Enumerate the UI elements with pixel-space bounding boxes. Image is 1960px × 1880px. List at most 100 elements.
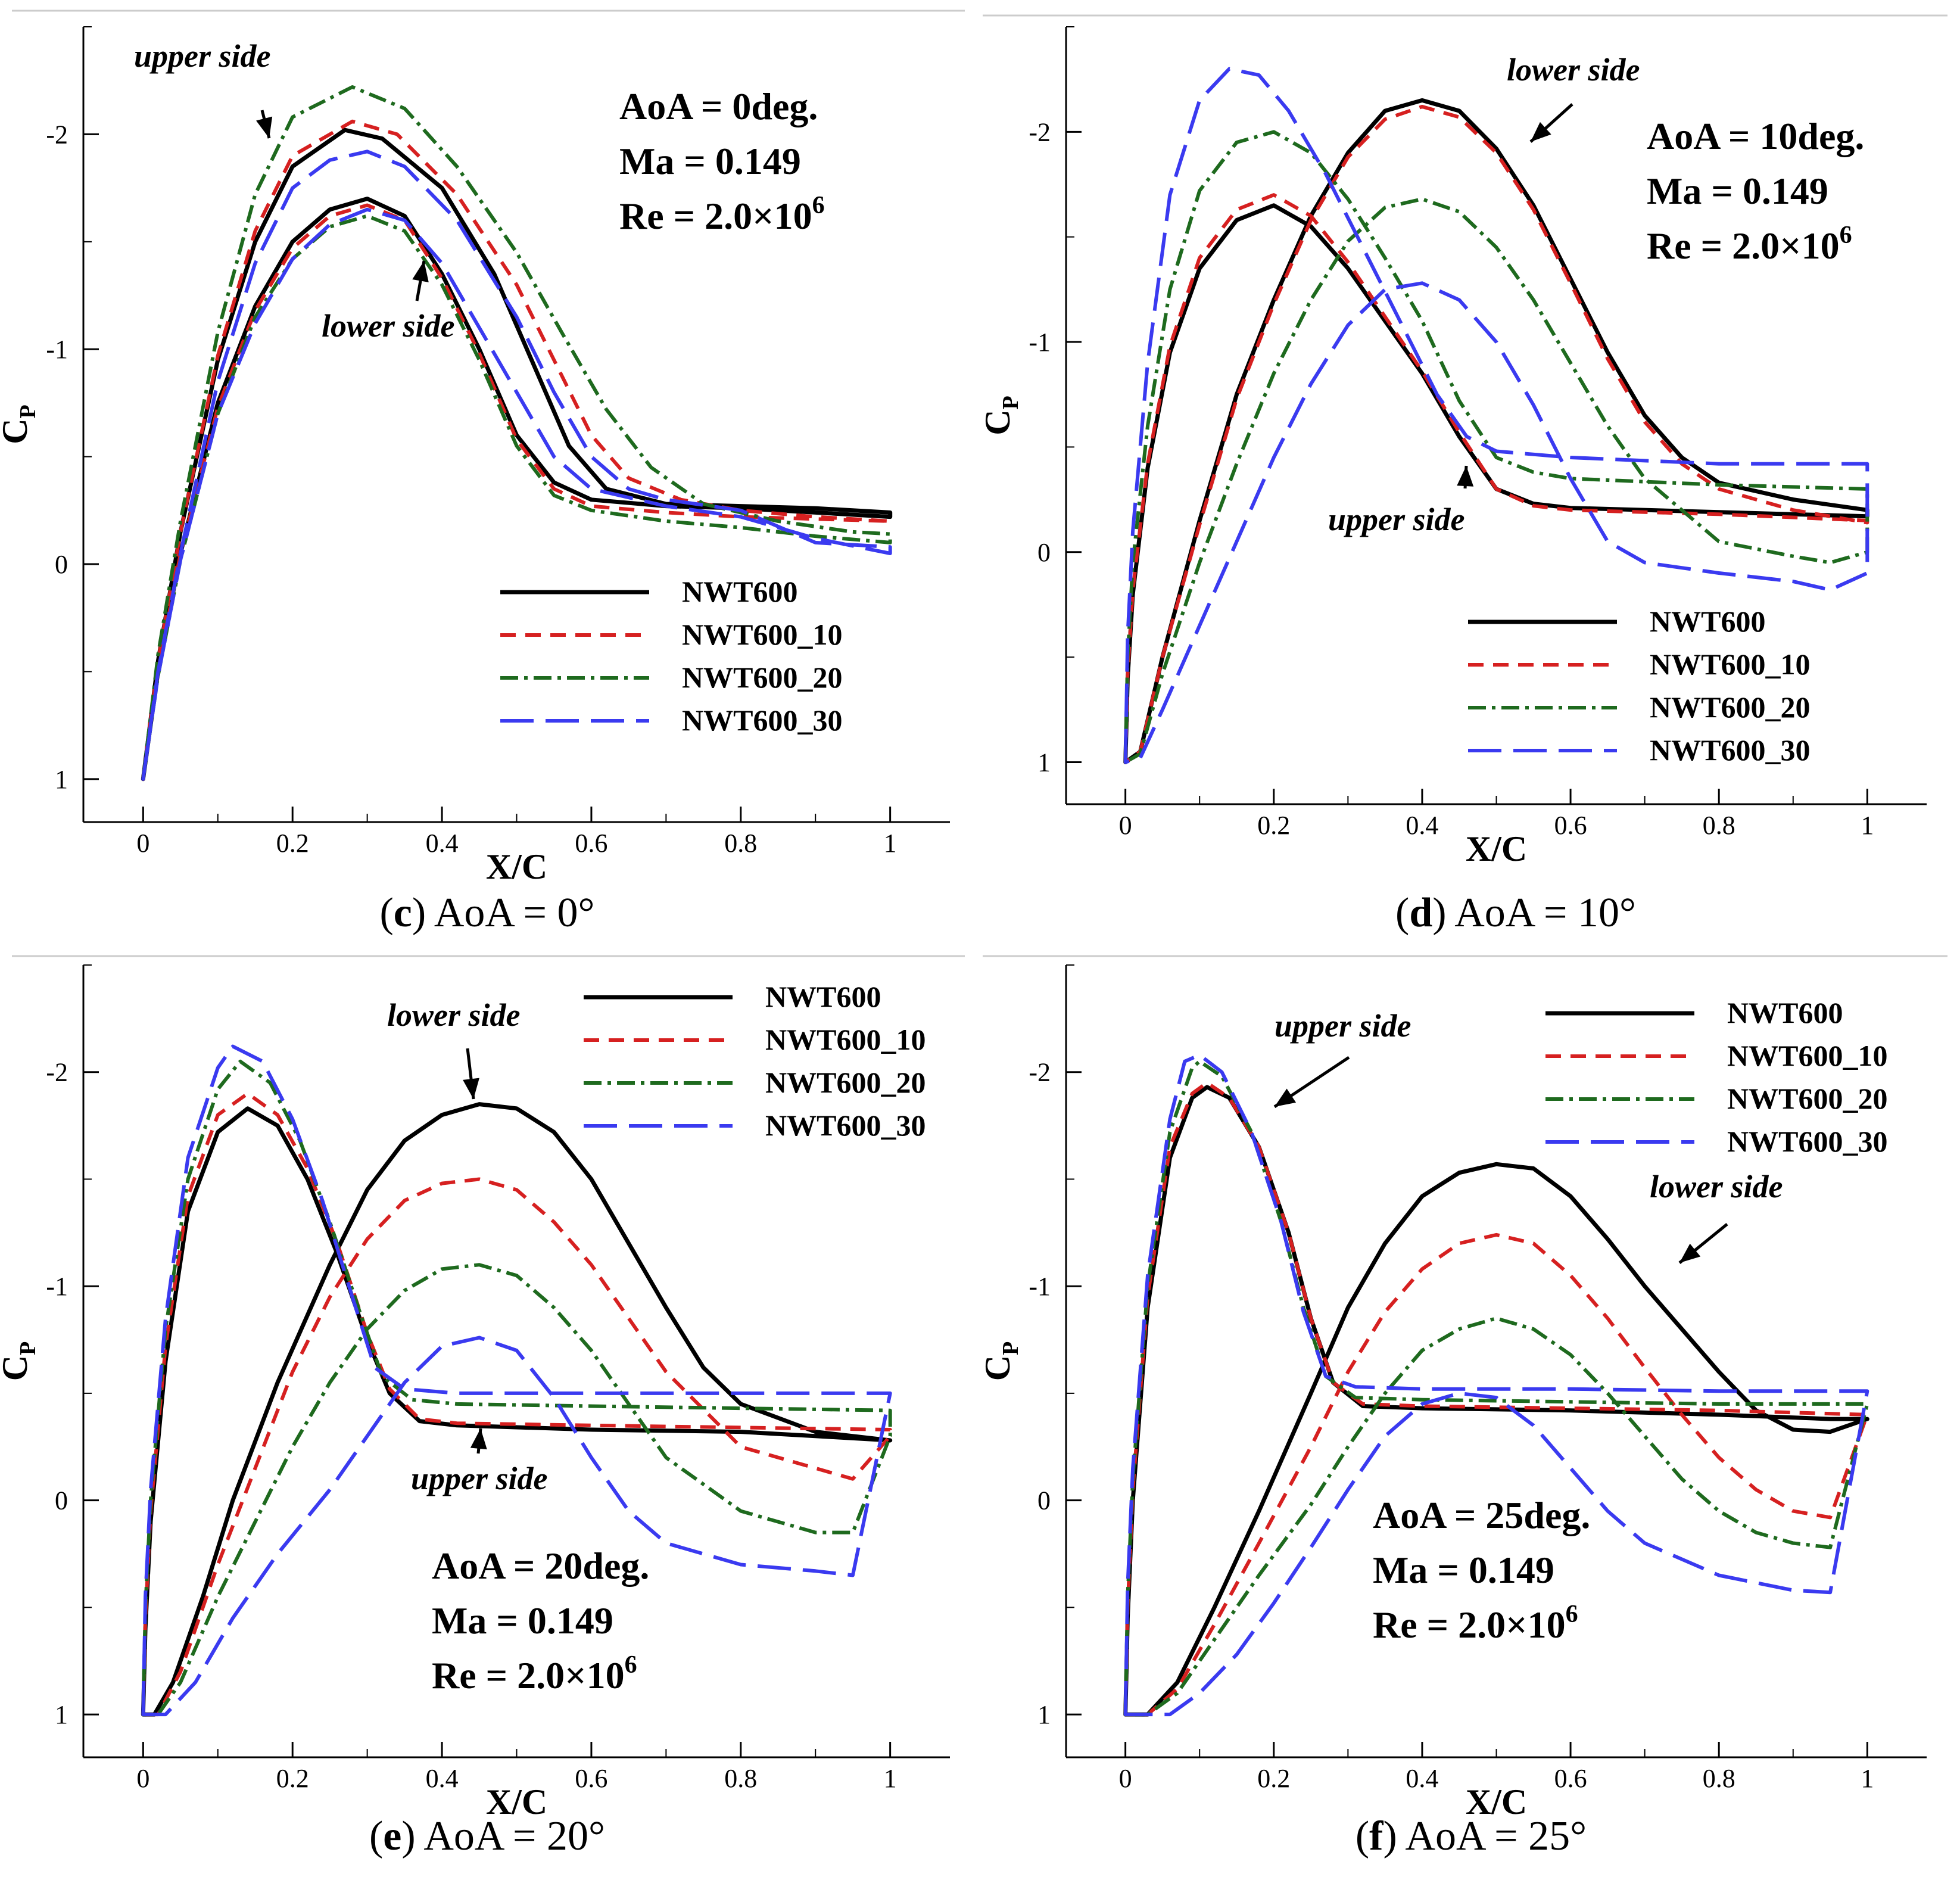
flow-condition-text: AoA = 10deg. [1647,115,1864,157]
annotation-lower-side: lower side [1650,1169,1783,1204]
annotation-upper-side: upper side [411,1461,548,1496]
x-tick-label: 0.8 [724,829,757,858]
caption-letter: e [383,1813,401,1859]
flow-condition-text: Ma = 0.149 [1647,170,1828,212]
series-line-nwt600 [141,1102,893,1717]
y-tick-label: -2 [46,120,68,149]
x-tick-label: 1 [884,1764,897,1793]
x-tick-label: 1 [1861,811,1874,840]
flow-condition-2: Re = 2.0×106 [619,192,825,237]
y-tick-label: -1 [46,1272,68,1301]
legend-label: NWT600 [1727,996,1843,1029]
annotation-arrow-head [1531,122,1551,142]
flow-condition-text: AoA = 25deg. [1373,1494,1590,1536]
flow-condition-text: Ma = 0.149 [432,1599,613,1642]
x-tick-label: 0.8 [724,1764,757,1793]
caption-open-paren: ( [1395,890,1409,936]
caption-close-paren: ) [412,890,434,936]
annotation-upper-side: upper side [134,38,271,74]
flow-condition-exponent: 6 [1566,1601,1578,1628]
flow-condition-1: Ma = 0.149 [1373,1549,1554,1591]
caption-open-paren: ( [369,1813,383,1859]
y-tick-label: -1 [1029,328,1051,357]
series-line-nwt600-20 [1123,130,1869,764]
annotation-arrow-head [1679,1243,1701,1263]
flow-condition-0: AoA = 0deg. [619,85,818,127]
panel-caption: (c) AoA = 0° [379,890,594,936]
chart-panel-d: 0 0.2 0.4 0.6 0.8 1 1 0 -1 -2 X/C CP AoA = 10deg. Ma … [978,26,1927,936]
flow-condition-text: Re = 2.0×10 [1647,225,1840,267]
annotation-lower-side: lower side [387,997,521,1033]
x-tick-label: 0.6 [1554,1764,1587,1793]
x-tick-label: 0.4 [1406,811,1438,840]
y-tick-label: -2 [46,1058,68,1087]
x-tick-label: 0.6 [575,829,607,858]
x-tick-label: 0.6 [1554,811,1587,840]
x-tick-label: 1 [884,829,897,858]
flow-condition-exponent: 6 [625,1651,637,1679]
caption-letter: c [394,890,412,936]
y-axis-label: CP [0,404,40,444]
caption-letter: d [1409,890,1432,936]
flow-condition-0: AoA = 25deg. [1373,1494,1590,1536]
annotation-arrow-head [412,261,429,282]
flow-condition-text: Re = 2.0×10 [619,195,812,237]
caption-close-paren: ) [401,1813,423,1859]
legend-label: NWT600_20 [1727,1082,1887,1115]
caption-text: AoA = 10° [1454,890,1636,936]
y-tick-label: 0 [55,550,68,579]
flow-condition-1: Ma = 0.149 [432,1599,613,1642]
legend-label: NWT600 [682,575,797,608]
flow-condition-text: Ma = 0.149 [1373,1549,1554,1591]
series-line-nwt600-30 [1123,1053,1869,1717]
y-tick-label: -1 [46,335,68,364]
flow-condition-exponent: 6 [1840,222,1852,249]
y-tick-label: 1 [55,1700,68,1729]
legend-label: NWT600_30 [1650,733,1810,767]
annotation-lower-side: lower side [1507,52,1640,88]
legend-label: NWT600_20 [682,661,842,694]
y-axis-label-main: C [978,409,1017,435]
flow-condition-2: Re = 2.0×106 [1373,1601,1578,1646]
flow-condition-1: Ma = 0.149 [619,140,801,182]
panel-caption: (d) AoA = 10° [1395,890,1636,936]
panel-caption: (f) AoA = 25° [1356,1813,1587,1859]
y-tick-label: 0 [55,1486,68,1515]
series-line-nwt600-10 [1123,1081,1869,1717]
y-tick-label: 0 [1037,538,1051,567]
x-tick-label: 0.2 [276,829,309,858]
legend-label: NWT600_10 [682,618,842,651]
legend-label: NWT600_30 [682,704,842,737]
x-axis-label: X/C [1466,829,1527,869]
legend-label: NWT600_30 [1727,1125,1887,1158]
x-tick-label: 0.6 [575,1764,607,1793]
legend-label: NWT600_10 [765,1023,926,1056]
flow-condition-exponent: 6 [812,192,825,219]
x-tick-label: 0.8 [1703,811,1735,840]
chart-panel-e: 0 0.2 0.4 0.6 0.8 1 1 0 -1 -2 X/C CP AoA = 20deg. Ma … [0,964,950,1859]
caption-letter: f [1369,1813,1383,1859]
x-axis-label: X/C [486,1782,547,1822]
y-tick-label: 0 [1037,1486,1051,1515]
flow-condition-text: Re = 2.0×10 [1373,1604,1566,1646]
series-line-nwt600-20 [141,1059,892,1717]
caption-open-paren: ( [1356,1813,1369,1859]
y-tick-label: -2 [1029,1058,1051,1087]
annotation-arrow-head [256,116,273,138]
flow-condition-0: AoA = 20deg. [432,1545,649,1587]
annotation-upper-side: upper side [1328,502,1465,537]
flow-condition-text: AoA = 0deg. [619,85,818,127]
legend-label: NWT600_10 [1650,648,1810,681]
flow-condition-text: AoA = 20deg. [432,1545,649,1587]
y-tick-label: -2 [1029,117,1051,147]
annotation-upper-side: upper side [1275,1008,1411,1044]
x-tick-label: 0.4 [1406,1764,1438,1793]
chart-panel-f: 0 0.2 0.4 0.6 0.8 1 1 0 -1 -2 X/C CP AoA = 25deg. Ma … [978,964,1927,1859]
legend-label: NWT600_30 [765,1109,926,1142]
flow-condition-text: Re = 2.0×10 [432,1654,625,1697]
caption-text: AoA = 0° [434,890,595,936]
x-tick-label: 0.4 [426,829,459,858]
flow-condition-2: Re = 2.0×106 [1647,222,1852,267]
legend-label: NWT600_20 [1650,690,1810,724]
